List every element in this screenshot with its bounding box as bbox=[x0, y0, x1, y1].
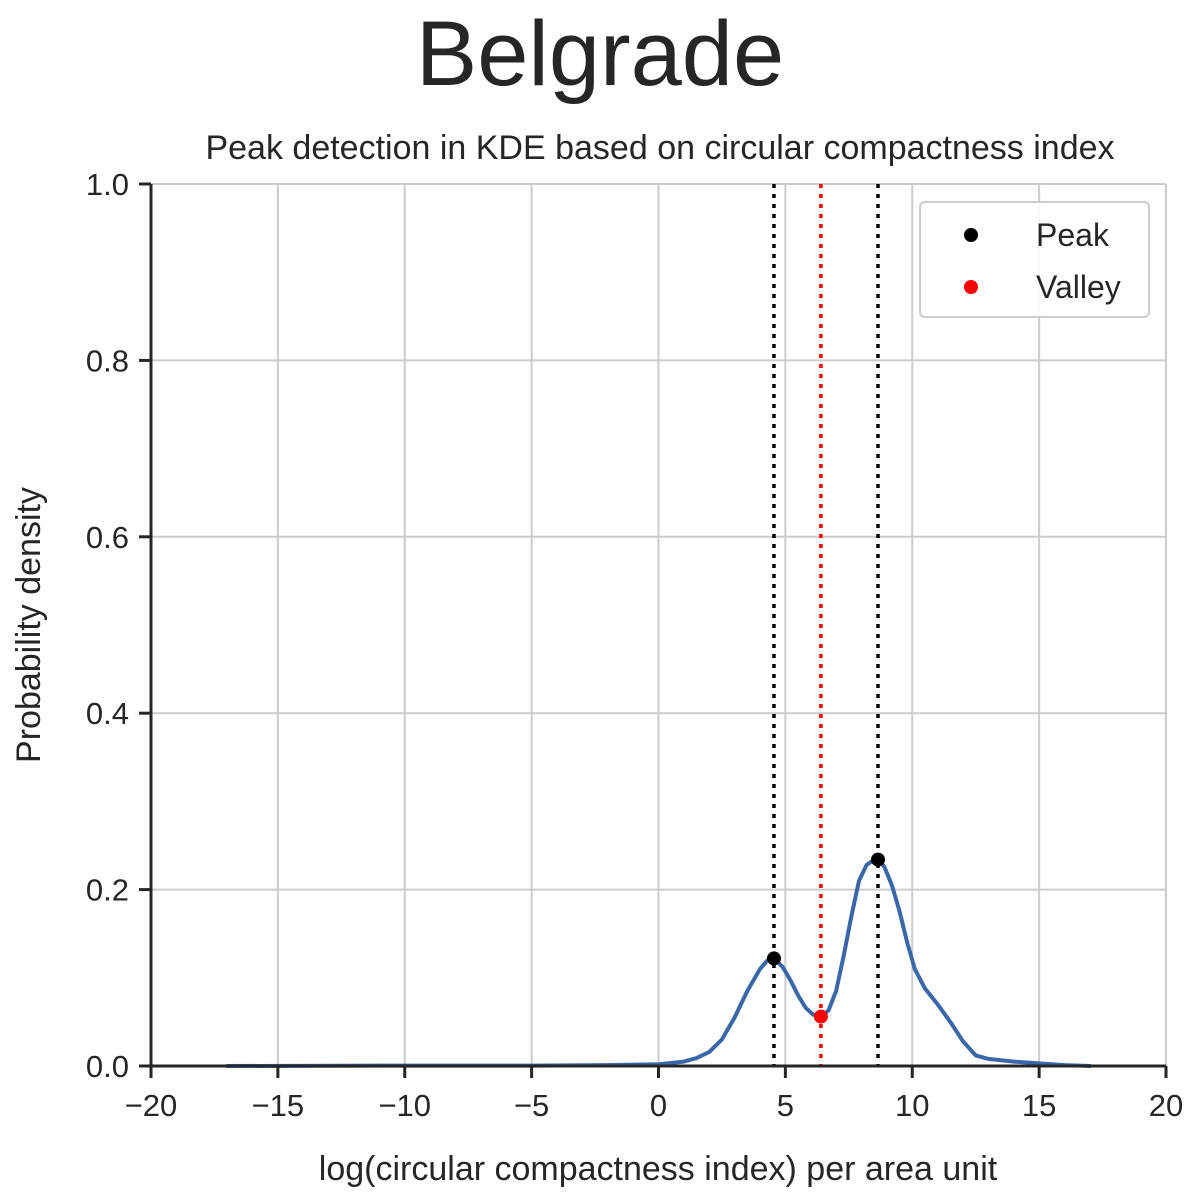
chart-title: Peak detection in KDE based on circular … bbox=[205, 129, 1114, 167]
legend: Peak Valley bbox=[919, 201, 1150, 318]
kde-curve-group bbox=[225, 857, 1092, 1068]
figure-suptitle: Belgrade bbox=[416, 3, 784, 105]
x-tick-label: −20 bbox=[125, 1088, 178, 1123]
peak-point bbox=[766, 951, 781, 966]
y-axis-label: Probability density bbox=[10, 487, 48, 763]
x-tick-label: 20 bbox=[1149, 1088, 1183, 1123]
y-tick-label: 0.4 bbox=[86, 696, 129, 731]
valley-point bbox=[813, 1009, 828, 1024]
x-tick-label: 5 bbox=[777, 1088, 794, 1123]
marker-lines bbox=[772, 184, 880, 1066]
y-tick-label: 0.0 bbox=[86, 1049, 129, 1084]
y-tick-label: 1.0 bbox=[86, 167, 129, 202]
kde-curve bbox=[225, 857, 1092, 1068]
axes bbox=[139, 182, 1168, 1078]
x-tick-label: 0 bbox=[650, 1088, 667, 1123]
legend-marker bbox=[964, 228, 978, 242]
legend-label: Valley bbox=[1036, 269, 1121, 305]
x-tick-label: −5 bbox=[514, 1088, 549, 1123]
x-tick-label: −15 bbox=[252, 1088, 305, 1123]
legend-marker bbox=[964, 280, 978, 294]
tick-labels: −20 −15 −10 −5 0 5 10 15 20 0.0 0.2 0.4 0.6 0.8 1.0 bbox=[86, 167, 1183, 1123]
legend-label: Peak bbox=[1036, 217, 1110, 253]
y-tick-label: 0.2 bbox=[86, 873, 129, 908]
marker-points bbox=[766, 852, 885, 1024]
y-tick-label: 0.8 bbox=[86, 343, 129, 378]
grid-lines bbox=[150, 183, 1167, 1067]
x-tick-label: 15 bbox=[1022, 1088, 1056, 1123]
x-axis-label: log(circular compactness index) per area… bbox=[319, 1150, 998, 1188]
x-tick-label: 10 bbox=[895, 1088, 929, 1123]
peak-point bbox=[870, 852, 885, 867]
y-tick-label: 0.6 bbox=[86, 520, 129, 555]
x-tick-label: −10 bbox=[378, 1088, 431, 1123]
